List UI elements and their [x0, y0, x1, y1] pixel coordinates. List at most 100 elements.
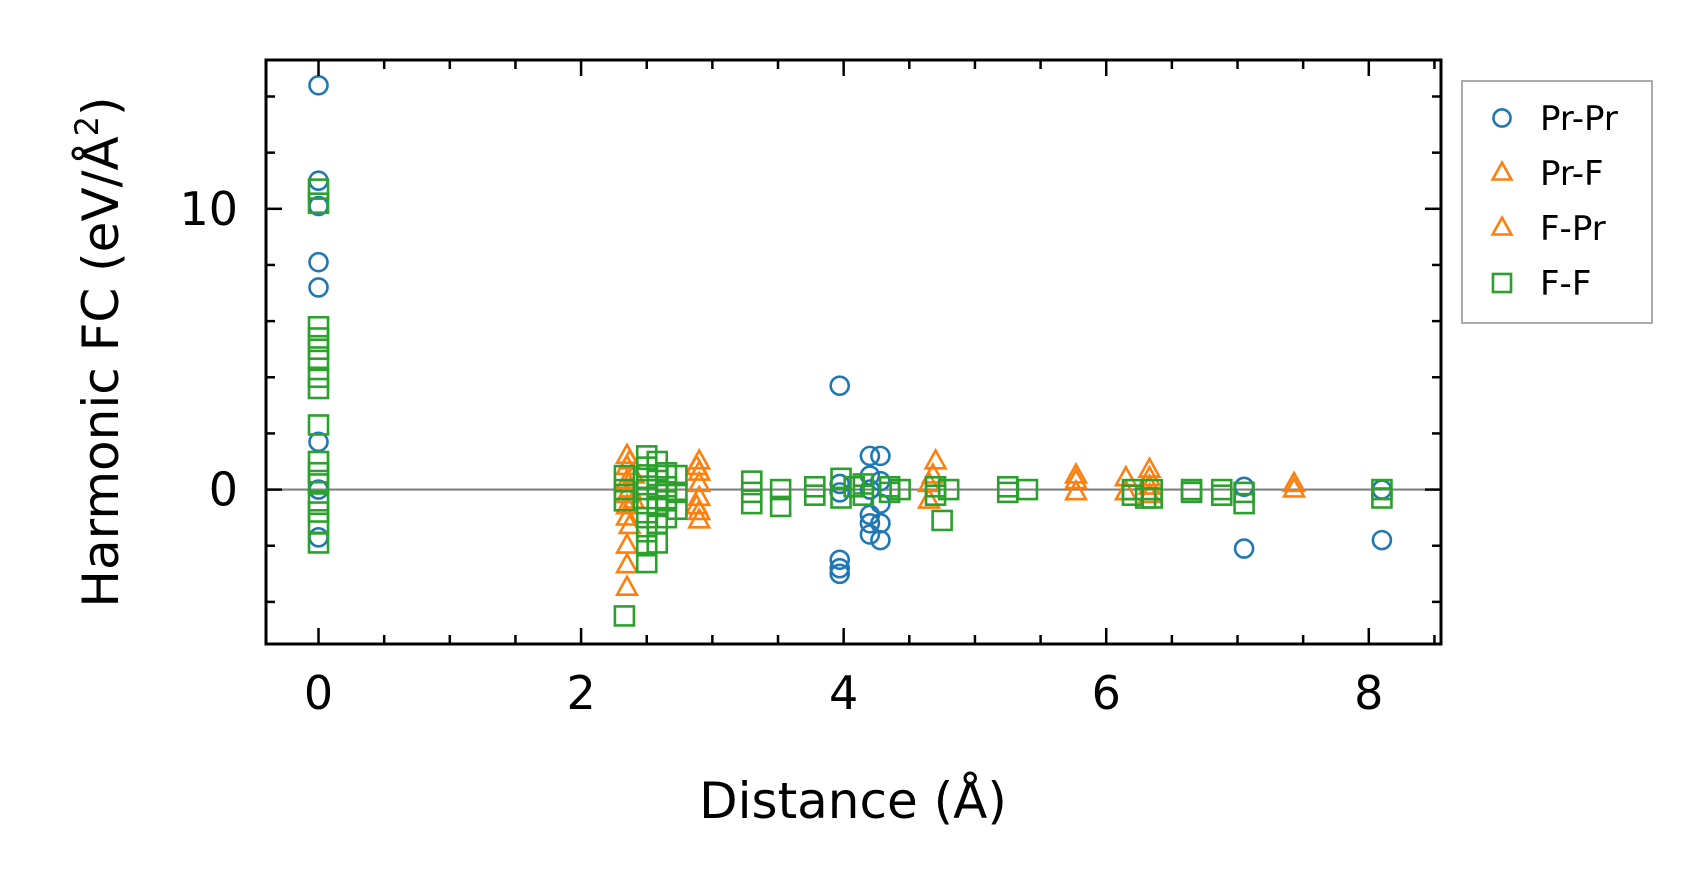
axis-ticks [266, 60, 1441, 644]
data-point [613, 490, 636, 512]
data-point [740, 481, 763, 504]
data-point [614, 574, 640, 597]
data-point [308, 251, 329, 273]
data-point [308, 527, 329, 548]
legend-label: F-F [1540, 264, 1591, 304]
x-tick-label: 2 [566, 666, 595, 720]
data-point [307, 414, 330, 436]
data-point [931, 509, 953, 532]
legend-marker [1490, 159, 1514, 181]
data-point [307, 490, 330, 512]
data-point [308, 74, 329, 96]
data-point [996, 481, 1019, 504]
legend-marker [1490, 214, 1514, 236]
data-point [687, 470, 712, 493]
y-axis-label-suffix: ) [72, 96, 130, 116]
legend: Pr-Pr Pr-F F-Pr F-F [1461, 80, 1653, 324]
data-point [684, 453, 709, 476]
data-point [859, 445, 881, 467]
legend-entry-f-pr: F-Pr [1490, 209, 1606, 249]
data-point [308, 277, 329, 298]
data-point [829, 375, 851, 396]
data-point [613, 478, 636, 501]
legend-marker [1491, 272, 1513, 294]
data-point [666, 464, 688, 487]
data-point [1016, 478, 1039, 501]
data-point [617, 512, 642, 535]
legend-label: F-Pr [1540, 209, 1606, 249]
data-point [769, 495, 792, 518]
data-point [307, 315, 330, 338]
data-points [307, 74, 1393, 627]
data-point [852, 473, 875, 495]
data-point [859, 512, 881, 534]
data-point [687, 506, 712, 529]
data-point [307, 450, 330, 473]
data-point [916, 487, 942, 509]
legend-marker [1492, 108, 1512, 128]
legend-entry-pr-pr: Pr-Pr [1492, 99, 1618, 139]
data-point [769, 478, 792, 501]
plot-frame [264, 58, 1443, 646]
data-point [307, 192, 330, 214]
data-point [859, 524, 881, 545]
data-point [924, 484, 947, 506]
x-tick-label: 6 [1092, 666, 1121, 720]
data-point [666, 498, 688, 521]
data-point [307, 178, 330, 200]
data-point [614, 492, 640, 515]
series-pr-f [614, 442, 1307, 597]
data-point [803, 484, 826, 506]
data-point [307, 532, 330, 554]
data-point [307, 473, 330, 495]
data-point [307, 366, 330, 389]
data-point [1180, 481, 1203, 504]
data-point [1281, 475, 1307, 498]
data-point [740, 492, 763, 515]
data-point [687, 484, 712, 507]
legend-label: Pr-Pr [1540, 99, 1618, 139]
y-tick-label: 10 [179, 182, 238, 236]
data-point [1141, 487, 1163, 509]
data-point [829, 563, 851, 585]
y-axis-label-superscript: 2 [68, 116, 106, 136]
data-point [920, 461, 946, 484]
x-tick-label: 0 [304, 666, 333, 720]
data-point [1371, 487, 1393, 509]
x-axis-label: Distance (Å) [699, 772, 1007, 830]
data-point [1233, 492, 1255, 515]
data-point [830, 487, 852, 509]
data-point [666, 481, 688, 504]
data-point [996, 475, 1019, 498]
data-point [684, 492, 709, 515]
data-point [1233, 538, 1255, 559]
y-tick-label: 0 [209, 463, 238, 517]
data-point [1281, 470, 1307, 493]
data-point [1063, 467, 1089, 490]
data-point [614, 532, 640, 554]
data-point [1063, 478, 1089, 501]
data-point [613, 464, 636, 487]
series-f-f [307, 178, 1393, 627]
data-point [614, 551, 640, 574]
data-point [613, 605, 636, 627]
data-point [307, 377, 330, 400]
data-point [829, 557, 851, 579]
data-point [870, 445, 891, 467]
data-point [1371, 529, 1393, 551]
data-point [923, 447, 948, 470]
data-point [1210, 484, 1233, 506]
series-f-pr [617, 447, 1307, 535]
legend-entry-f-f: F-F [1491, 264, 1591, 304]
legend-label: Pr-F [1540, 154, 1604, 194]
data-point [740, 470, 763, 492]
data-point [614, 504, 640, 526]
legend-entry-pr-f: Pr-F [1490, 154, 1604, 194]
data-point [307, 461, 330, 484]
y-axis-label: Harmonic FC (eV/Å2) [68, 96, 130, 607]
data-point [1233, 481, 1255, 504]
data-point [829, 549, 851, 571]
data-point [307, 338, 330, 360]
x-tick-label: 8 [1354, 666, 1383, 720]
